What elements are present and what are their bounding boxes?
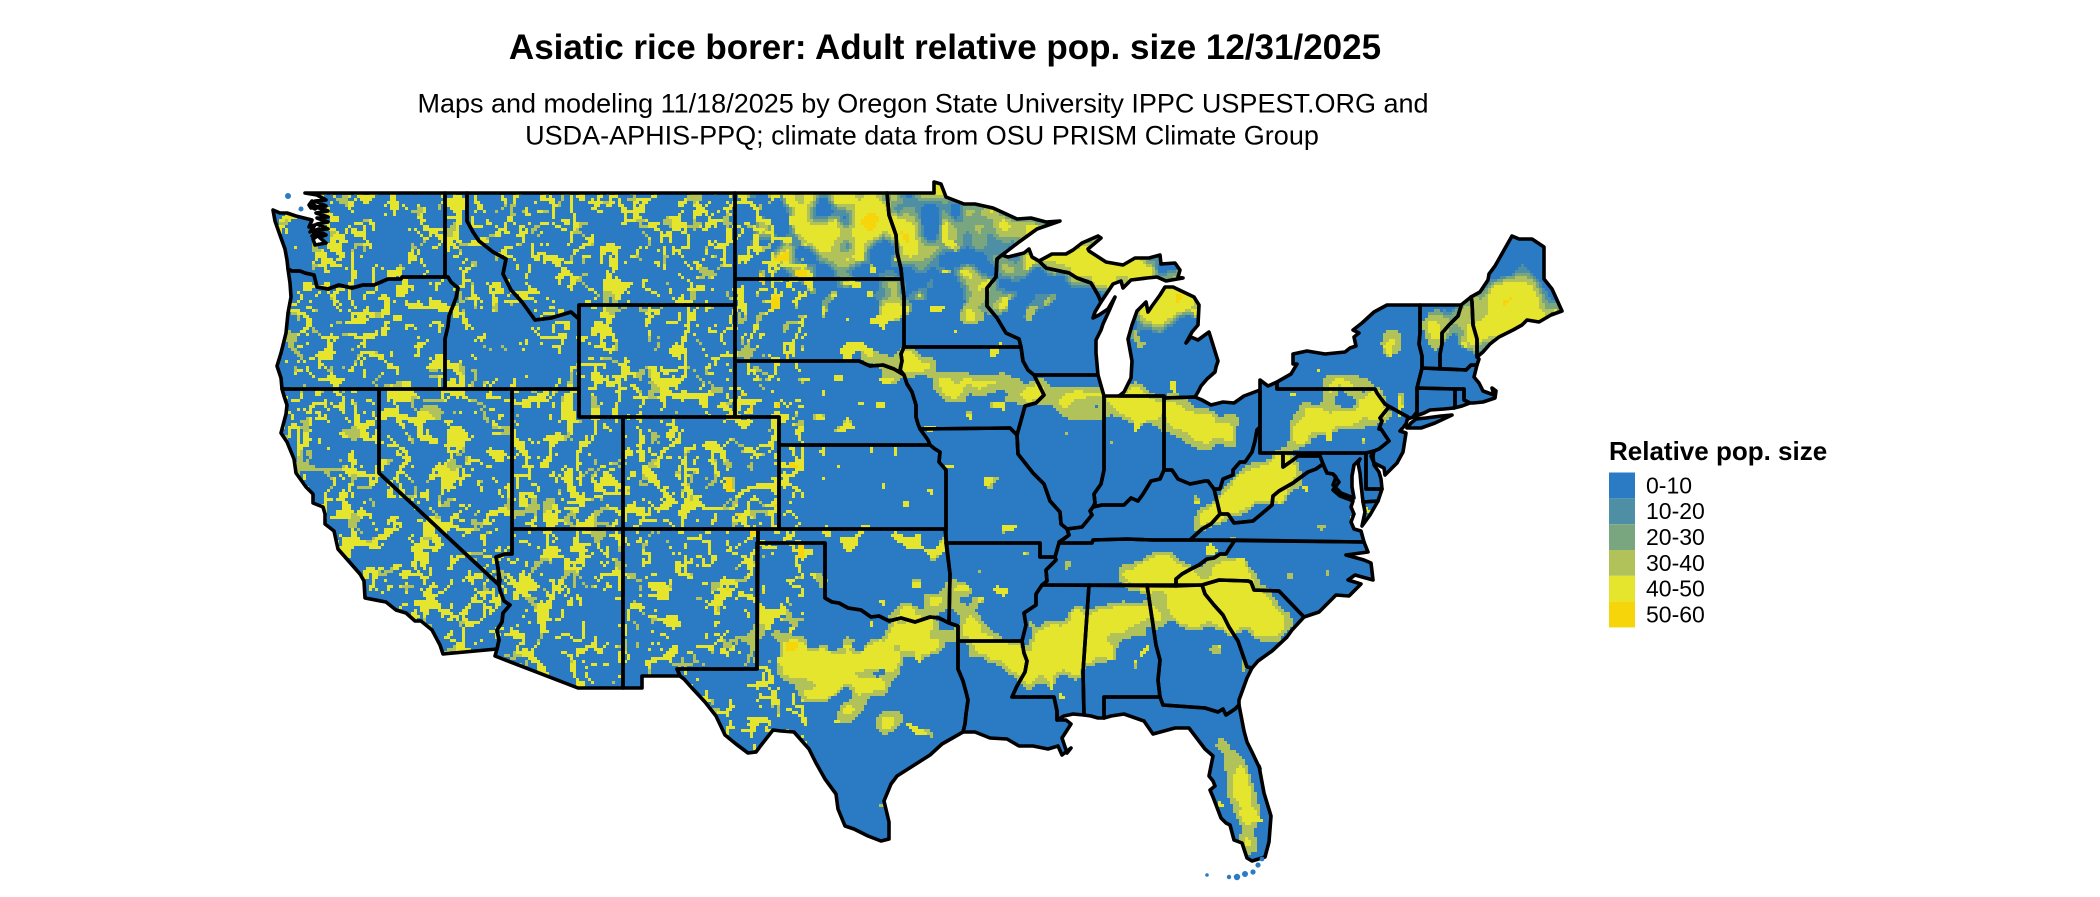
svg-text:40-50: 40-50: [1646, 576, 1705, 602]
svg-text:Maps and modeling 11/18/2025 b: Maps and modeling 11/18/2025 by Oregon S…: [417, 89, 1428, 119]
svg-text:10-20: 10-20: [1646, 498, 1705, 524]
svg-text:USDA-APHIS-PPQ; climate data f: USDA-APHIS-PPQ; climate data from OSU PR…: [525, 121, 1319, 151]
svg-text:30-40: 30-40: [1646, 550, 1705, 576]
svg-text:50-60: 50-60: [1646, 602, 1705, 628]
svg-text:0-10: 0-10: [1646, 472, 1692, 498]
svg-text:Asiatic rice borer: Adult rela: Asiatic rice borer: Adult relative pop. …: [509, 28, 1381, 67]
svg-text:Relative pop. size: Relative pop. size: [1609, 436, 1827, 466]
svg-text:20-30: 20-30: [1646, 524, 1705, 550]
